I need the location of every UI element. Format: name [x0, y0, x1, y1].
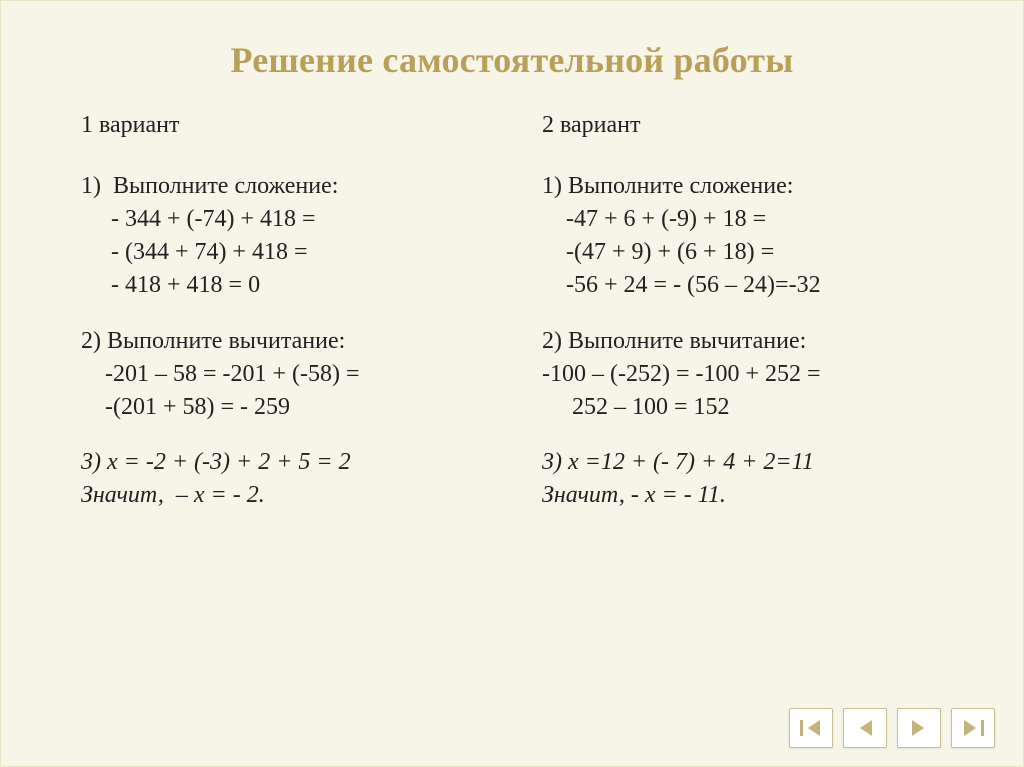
v2-t1-header: 1) Выполните сложение:: [542, 170, 943, 203]
v1-t1-l2: - (344 + 74) + 418 =: [81, 236, 482, 269]
variant-2-column: 2 вариант 1) Выполните сложение: -47 + 6…: [542, 109, 943, 534]
columns: 1 вариант 1) Выполните сложение: - 344 +…: [81, 109, 943, 534]
v1-task1: 1) Выполните сложение: - 344 + (-74) + 4…: [81, 170, 482, 302]
v1-task2: 2) Выполните вычитание: -201 – 58 = -201…: [81, 325, 482, 424]
v1-t1-l3: - 418 + 418 = 0: [81, 269, 482, 302]
variant-1-column: 1 вариант 1) Выполните сложение: - 344 +…: [81, 109, 482, 534]
variant-2-label: 2 вариант: [542, 109, 943, 142]
page-title: Решение самостоятельной работы: [81, 39, 943, 81]
nav-first-button[interactable]: [789, 708, 833, 748]
v2-t2-l2: 252 – 100 = 152: [542, 391, 943, 424]
prev-icon: [856, 718, 874, 738]
v2-task3: 3) х =12 + (- 7) + 4 + 2=11 Значит, - х …: [542, 446, 943, 512]
slide: Решение самостоятельной работы 1 вариант…: [0, 0, 1024, 767]
first-icon: [800, 718, 822, 738]
nav-last-button[interactable]: [951, 708, 995, 748]
v1-t3-l2: Значит, – х = - 2.: [81, 479, 482, 512]
last-icon: [962, 718, 984, 738]
v2-t3-l2: Значит, - х = - 11.: [542, 479, 943, 512]
v1-t3-l1: 3) х = -2 + (-3) + 2 + 5 = 2: [81, 446, 482, 479]
v2-t2-header: 2) Выполните вычитание:: [542, 325, 943, 358]
nav-prev-button[interactable]: [843, 708, 887, 748]
v2-task2: 2) Выполните вычитание: -100 – (-252) = …: [542, 325, 943, 424]
v1-t2-l2: -(201 + 58) = - 259: [81, 391, 482, 424]
next-icon: [910, 718, 928, 738]
v2-t1-l1: -47 + 6 + (-9) + 18 =: [542, 203, 943, 236]
v1-t1-l1: - 344 + (-74) + 418 =: [81, 203, 482, 236]
v1-t1-header: 1) Выполните сложение:: [81, 170, 482, 203]
variant-1-label: 1 вариант: [81, 109, 482, 142]
nav-controls: [789, 708, 995, 748]
v2-t1-l2: -(47 + 9) + (6 + 18) =: [542, 236, 943, 269]
v1-task3: 3) х = -2 + (-3) + 2 + 5 = 2 Значит, – х…: [81, 446, 482, 512]
v2-t2-l1: -100 – (-252) = -100 + 252 =: [542, 358, 943, 391]
v1-t2-header: 2) Выполните вычитание:: [81, 325, 482, 358]
v2-t3-l1: 3) х =12 + (- 7) + 4 + 2=11: [542, 446, 943, 479]
nav-next-button[interactable]: [897, 708, 941, 748]
v2-task1: 1) Выполните сложение: -47 + 6 + (-9) + …: [542, 170, 943, 302]
v1-t2-l1: -201 – 58 = -201 + (-58) =: [81, 358, 482, 391]
v2-t1-l3: -56 + 24 = - (56 – 24)=-32: [542, 269, 943, 302]
